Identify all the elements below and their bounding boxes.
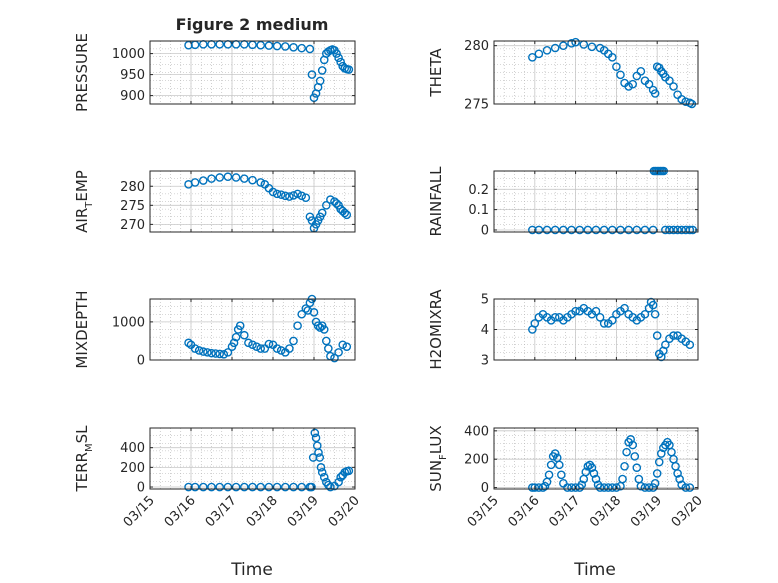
- subplot-h2omixra: 3 4 5 H2OMIXRA: [427, 289, 698, 370]
- y-axis-label: SUNFLUX: [427, 425, 449, 491]
- subplot-grid: 900 950 1000 PRESSURE 275 280 THETA 270 275 280 AI…: [73, 33, 706, 530]
- y-tick-label: 0: [137, 354, 145, 369]
- x-axis-label-right: Time: [573, 560, 616, 580]
- x-axis-label-left: Time: [230, 560, 273, 580]
- y-axis-label-subscript: M: [84, 443, 95, 452]
- subplot-rainfall: 0 0.1 0.2 RAINFALL: [427, 166, 698, 239]
- x-tick-label: 03/18: [244, 493, 281, 530]
- y-axis-label: THETA: [427, 48, 445, 98]
- y-tick-label: 0: [481, 481, 489, 496]
- y-axis-label: RAINFALL: [427, 166, 445, 237]
- y-tick-label: 280: [120, 180, 145, 195]
- y-axis-label-main: AIR: [73, 208, 91, 233]
- y-tick-label: 3: [481, 354, 489, 369]
- minor-grid: [150, 171, 355, 232]
- subplot-air_temp: 270 275 280 AIRTEMP: [73, 170, 355, 233]
- y-tick-label: 400: [464, 424, 489, 439]
- y-tick-label: 200: [464, 453, 489, 468]
- y-axis-label-main: TERR: [73, 452, 91, 493]
- y-tick-label: 0.2: [468, 183, 489, 198]
- y-axis-label: PRESSURE: [73, 33, 91, 112]
- y-tick-label: 0.1: [468, 203, 489, 218]
- subplot-theta: 275 280 THETA: [427, 39, 698, 113]
- y-axis-label-tail: SL: [73, 425, 91, 444]
- subplot-terr_msl: 03/15 03/16 03/17 03/18 03/19 03/20 0 200 400 TER…: [73, 425, 363, 530]
- x-tick-label: 03/17: [546, 493, 583, 530]
- y-tick-label: 400: [120, 441, 145, 456]
- y-tick-label: 1000: [112, 315, 145, 330]
- y-axis-label-main: THETA: [427, 48, 445, 98]
- y-tick-label: 0: [137, 481, 145, 496]
- x-tick-label: 03/18: [587, 493, 624, 530]
- y-axis-label: H2OMIXRA: [427, 289, 445, 370]
- y-axis-label-main: MIXDEPTH: [73, 290, 91, 368]
- x-tick-label: 03/16: [162, 493, 199, 530]
- x-tick-label: 03/20: [669, 493, 706, 530]
- x-tick-label: 03/15: [121, 493, 158, 530]
- y-tick-label: 4: [481, 323, 489, 338]
- y-axis-label-main: PRESSURE: [73, 33, 91, 112]
- y-tick-label: 950: [120, 68, 145, 83]
- y-tick-label: 275: [464, 98, 489, 113]
- y-axis-label: TERRMSL: [73, 425, 95, 493]
- y-axis-label-tail: LUX: [427, 425, 445, 454]
- minor-grid: [494, 171, 698, 232]
- y-tick-label: 275: [120, 199, 145, 214]
- y-axis-label-main: SUN: [427, 460, 445, 492]
- minor-grid: [494, 428, 698, 489]
- x-tick-label: 03/15: [465, 493, 502, 530]
- y-tick-label: 1000: [112, 47, 145, 62]
- x-tick-label: 03/16: [506, 493, 543, 530]
- y-tick-label: 270: [120, 218, 145, 233]
- x-tick-label: 03/19: [285, 493, 322, 530]
- y-tick-label: 280: [464, 39, 489, 54]
- y-axis-label: AIRTEMP: [73, 170, 95, 233]
- y-axis-label-main: RAINFALL: [427, 166, 445, 237]
- subplot-pressure: 900 950 1000 PRESSURE: [73, 33, 355, 112]
- y-tick-label: 900: [120, 89, 145, 104]
- subplot-sun_flux: 03/15 03/16 03/17 03/18 03/19 03/20 0 200 400 SUN…: [427, 424, 706, 530]
- y-axis-label-tail: EMP: [73, 170, 91, 201]
- y-tick-label: 5: [481, 293, 489, 308]
- y-axis-label: MIXDEPTH: [73, 290, 91, 368]
- y-tick-label: 0: [481, 223, 489, 238]
- minor-grid: [150, 299, 355, 360]
- figure-title: Figure 2 medium: [176, 15, 329, 34]
- x-tick-label: 03/17: [203, 493, 240, 530]
- x-tick-label: 03/20: [326, 493, 363, 530]
- x-tick-label: 03/19: [628, 493, 665, 530]
- y-tick-label: 200: [120, 461, 145, 476]
- subplot-mixdepth: 0 1000 MIXDEPTH: [73, 290, 355, 368]
- y-axis-label-main: H2OMIXRA: [427, 289, 445, 370]
